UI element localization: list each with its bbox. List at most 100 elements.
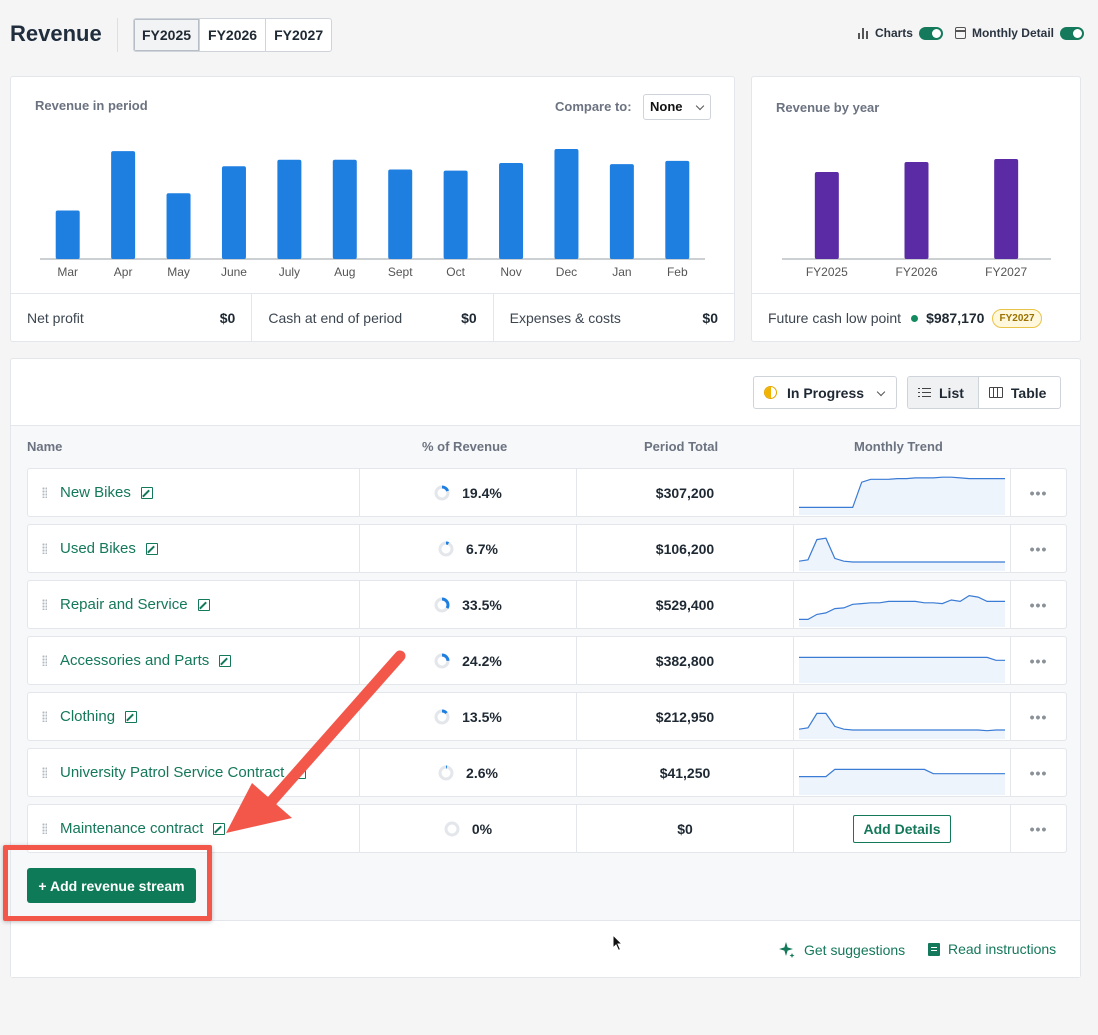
- page-title: Revenue: [10, 21, 102, 46]
- bar-aug: [332, 159, 357, 259]
- more-options-icon[interactable]: •••: [1029, 652, 1048, 669]
- more-options-icon[interactable]: •••: [1029, 708, 1048, 725]
- fiscal-year-tabs: FY2025 FY2026 FY2027: [133, 18, 333, 52]
- monthly-detail-toggle[interactable]: [1060, 26, 1084, 40]
- sparkle-icon: [779, 942, 795, 958]
- row-menu-cell: •••: [1011, 581, 1066, 628]
- row-pct-cell: 13.5%: [360, 693, 577, 740]
- edit-icon[interactable]: [197, 598, 210, 611]
- pie-progress-icon: [438, 541, 454, 556]
- charts-toggle[interactable]: [918, 26, 943, 40]
- page-header: Revenue FY2025 FY2026 FY2027 Charts Mont…: [0, 0, 1098, 70]
- tab-fy2027[interactable]: FY2027: [274, 27, 324, 43]
- more-options-icon[interactable]: •••: [1029, 596, 1048, 613]
- more-options-icon[interactable]: •••: [1029, 820, 1048, 837]
- row-menu-cell: •••: [1011, 749, 1066, 796]
- row-total-cell: $529,400: [577, 581, 794, 628]
- edit-icon[interactable]: [145, 542, 158, 555]
- add-details-button[interactable]: Add Details: [853, 814, 951, 843]
- drag-handle-icon[interactable]: [42, 823, 47, 834]
- list-icon: [918, 387, 931, 398]
- sparkline: [799, 656, 1005, 683]
- bar-fy2025: [814, 172, 839, 259]
- drag-handle-icon[interactable]: [42, 711, 47, 722]
- lowpoint-label: Future cash low point: [768, 310, 902, 326]
- edit-icon[interactable]: [219, 654, 232, 667]
- table-row: Repair and Service 33.5% $529,400 •••: [27, 580, 1067, 629]
- more-options-icon[interactable]: •••: [1029, 764, 1048, 781]
- revenue-streams-card: In Progress List Table Name % of Revenue…: [10, 358, 1081, 978]
- row-trend-cell: [794, 749, 1011, 796]
- get-suggestions-link[interactable]: Get suggestions: [778, 941, 905, 959]
- pct-value: 24.2%: [462, 652, 502, 669]
- tick-label: Nov: [500, 265, 521, 279]
- bar-chart-icon: [857, 27, 869, 39]
- row-trend-cell: [794, 581, 1011, 628]
- row-trend-cell: [794, 693, 1011, 740]
- row-pct-cell: 0%: [360, 805, 577, 852]
- edit-icon[interactable]: [213, 822, 226, 835]
- revenue-stream-name[interactable]: University Patrol Service Contract: [60, 764, 285, 781]
- table-row: University Patrol Service Contract 2.6% $4…: [27, 748, 1067, 797]
- drag-handle-icon[interactable]: [42, 655, 47, 666]
- stat-label: Expenses & costs: [509, 310, 621, 326]
- add-revenue-stream-button[interactable]: + Add revenue stream: [27, 868, 196, 903]
- calendar-icon: [954, 27, 966, 39]
- tab-fy2026[interactable]: FY2026: [200, 19, 267, 51]
- row-trend-cell: [794, 469, 1011, 516]
- sparkline: [799, 712, 1005, 739]
- revenue-in-period-title: Revenue in period: [35, 98, 148, 113]
- revenue-stream-name[interactable]: Repair and Service: [60, 596, 188, 613]
- status-dot-icon: [911, 314, 919, 322]
- table-row: New Bikes 19.4% $307,200 •••: [27, 468, 1067, 517]
- stat-expenses: Expenses & costs $0: [494, 294, 734, 342]
- read-instructions-label: Read instructions: [948, 941, 1057, 957]
- revenue-stream-name[interactable]: New Bikes: [60, 484, 131, 501]
- row-total-cell: $382,800: [577, 637, 794, 684]
- view-switcher: List Table: [907, 376, 1062, 409]
- charts-toggle-group: Charts: [857, 26, 943, 40]
- pct-value: 33.5%: [462, 596, 502, 613]
- more-options-icon[interactable]: •••: [1029, 540, 1048, 557]
- revenue-stream-name[interactable]: Maintenance contract: [60, 820, 204, 837]
- row-name-cell: Used Bikes: [28, 525, 360, 572]
- table-view-button[interactable]: Table: [979, 377, 1061, 408]
- monthly-detail-toggle-label: Monthly Detail: [971, 26, 1054, 40]
- revenue-stream-name[interactable]: Accessories and Parts: [60, 652, 210, 669]
- pie-progress-icon: [438, 765, 454, 780]
- status-filter-select[interactable]: In Progress: [753, 376, 897, 409]
- more-options-icon[interactable]: •••: [1029, 484, 1048, 501]
- revenue-stream-name[interactable]: Clothing: [60, 708, 116, 725]
- row-pct-cell: 6.7%: [360, 525, 577, 572]
- drag-handle-icon[interactable]: [42, 599, 47, 610]
- pie-progress-icon: [444, 821, 460, 836]
- drag-handle-icon[interactable]: [42, 487, 47, 498]
- edit-icon[interactable]: [140, 486, 153, 499]
- view-toggles: Charts Monthly Detail: [857, 26, 1084, 40]
- tab-fy2025[interactable]: FY2025: [134, 19, 201, 51]
- bar-june: [221, 166, 246, 259]
- tick-label: Sept: [388, 265, 413, 279]
- edit-icon[interactable]: [294, 766, 307, 779]
- drag-handle-icon[interactable]: [42, 543, 47, 554]
- pie-progress-icon: [434, 653, 450, 668]
- tick-label: Feb: [667, 265, 688, 279]
- revenue-stream-name[interactable]: Used Bikes: [60, 540, 136, 557]
- document-icon: [928, 942, 940, 956]
- sparkline: [799, 476, 1005, 515]
- stat-value: $0: [461, 310, 477, 326]
- tick-label: FY2025: [806, 265, 848, 279]
- edit-icon[interactable]: [125, 710, 138, 723]
- pct-value: 6.7%: [466, 540, 498, 557]
- compare-select-value: None: [650, 99, 683, 114]
- compare-select[interactable]: None: [643, 94, 711, 120]
- sparkline: [799, 594, 1005, 627]
- tick-label: FY2026: [895, 265, 937, 279]
- row-trend-cell: Add Details: [794, 805, 1011, 852]
- drag-handle-icon[interactable]: [42, 767, 47, 778]
- stat-label: Net profit: [27, 310, 84, 326]
- read-instructions-link[interactable]: Read instructions: [928, 941, 1056, 957]
- row-total-cell: $0: [577, 805, 794, 852]
- lowpoint-value: $987,170: [926, 310, 985, 326]
- list-view-button[interactable]: List: [908, 377, 979, 408]
